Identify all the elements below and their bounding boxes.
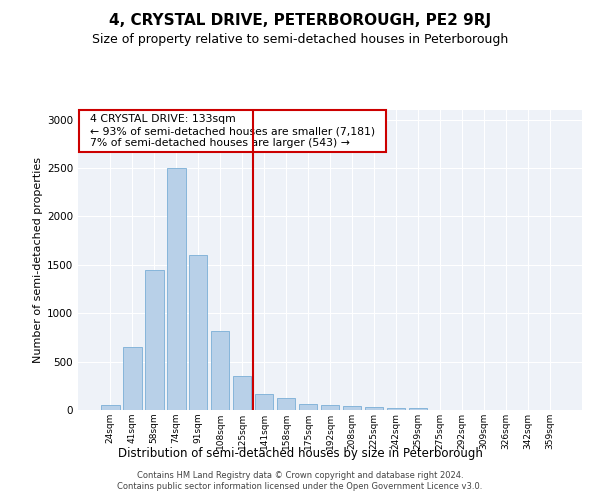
Bar <box>343 406 361 410</box>
Bar <box>409 408 427 410</box>
Text: Contains public sector information licensed under the Open Government Licence v3: Contains public sector information licen… <box>118 482 482 491</box>
Bar <box>299 404 317 410</box>
Bar <box>211 330 229 410</box>
Text: Contains HM Land Registry data © Crown copyright and database right 2024.: Contains HM Land Registry data © Crown c… <box>137 471 463 480</box>
Bar <box>386 408 405 410</box>
Text: 4, CRYSTAL DRIVE, PETERBOROUGH, PE2 9RJ: 4, CRYSTAL DRIVE, PETERBOROUGH, PE2 9RJ <box>109 12 491 28</box>
Text: 4 CRYSTAL DRIVE: 133sqm  
  ← 93% of semi-detached houses are smaller (7,181)  
: 4 CRYSTAL DRIVE: 133sqm ← 93% of semi-de… <box>83 114 382 148</box>
Bar <box>101 405 119 410</box>
Bar <box>123 347 142 410</box>
Bar <box>255 394 274 410</box>
Bar <box>145 270 164 410</box>
Bar <box>277 398 295 410</box>
Bar <box>320 404 340 410</box>
Text: Size of property relative to semi-detached houses in Peterborough: Size of property relative to semi-detach… <box>92 32 508 46</box>
Bar <box>365 407 383 410</box>
Text: Distribution of semi-detached houses by size in Peterborough: Distribution of semi-detached houses by … <box>118 448 482 460</box>
Y-axis label: Number of semi-detached properties: Number of semi-detached properties <box>33 157 43 363</box>
Bar <box>233 376 251 410</box>
Bar <box>189 255 208 410</box>
Bar <box>167 168 185 410</box>
